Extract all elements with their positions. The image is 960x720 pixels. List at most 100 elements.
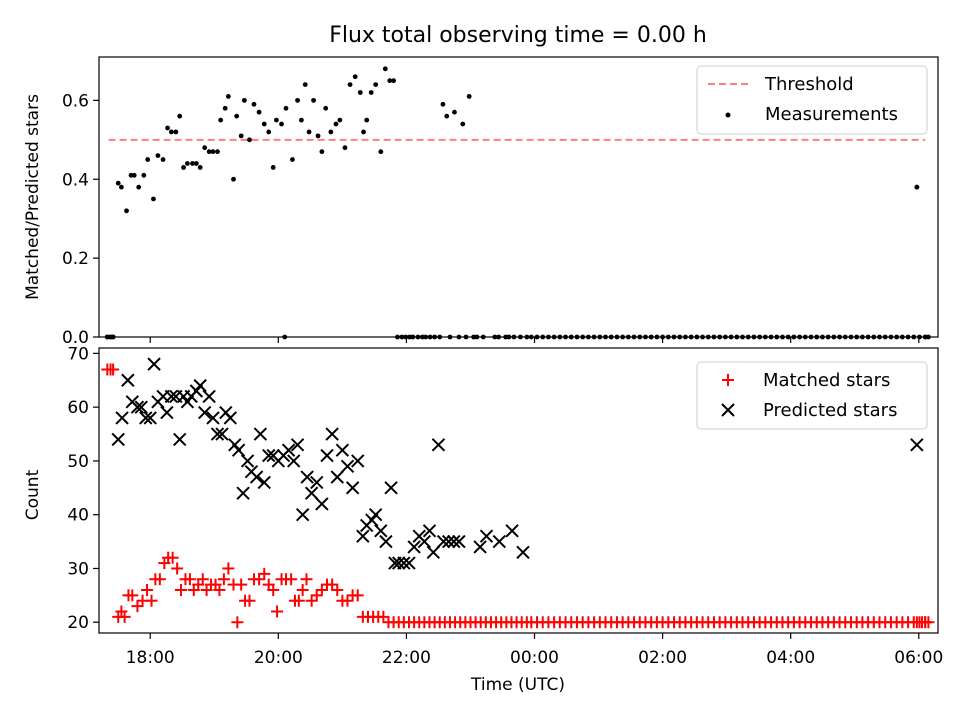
measurement-point [745, 334, 751, 340]
measurement-point [591, 334, 597, 340]
matched-star-point [213, 583, 226, 596]
measurement-point [802, 334, 808, 340]
predicted-legend-label: Predicted stars [763, 400, 897, 421]
top-y-tick-label: 0.0 [62, 328, 89, 348]
predicted-star-point [356, 529, 370, 543]
predicted-star-point [422, 524, 437, 538]
measurement-point [447, 334, 453, 340]
measurement-point [728, 334, 734, 340]
predicted-star-point [315, 497, 329, 511]
matched-star-point [253, 573, 266, 586]
measurement-point [266, 129, 272, 135]
measurement-point [814, 334, 820, 340]
predicted-star-point [160, 405, 174, 420]
predicted-star-point [351, 454, 365, 468]
measurement-point [352, 74, 358, 80]
predicted-star-point [320, 448, 334, 463]
measurement-point [399, 334, 405, 340]
bottom-x-tick-label: 00:00 [510, 648, 559, 668]
matched-star-point [183, 573, 196, 586]
measurement-point [608, 334, 614, 340]
measurement-point [225, 94, 231, 99]
measurement-point [241, 97, 247, 103]
predicted-star-point [223, 411, 238, 425]
measurement-point [238, 133, 244, 139]
measurement-point [190, 161, 195, 166]
predicted-star-point [210, 427, 225, 441]
predicted-star-point [262, 448, 276, 463]
matched-star-point [377, 610, 390, 623]
measurement-point [660, 334, 666, 340]
measurement-point [206, 149, 212, 155]
predicted-star-point [236, 486, 250, 500]
measurement-point [460, 121, 466, 127]
bottom-y-tick-label: 50 [67, 452, 89, 472]
measurement-point [328, 129, 334, 135]
bottom-x-tick-label: 02:00 [638, 648, 687, 668]
predicted-star-point [249, 470, 264, 484]
measurement-point [218, 117, 224, 123]
predicted-star-point [910, 438, 924, 452]
predicted-star-point [281, 443, 296, 457]
measurement-point [603, 334, 608, 340]
measurement-point [202, 145, 208, 151]
measurement-point [110, 334, 116, 340]
measurement-point [551, 334, 557, 340]
measurement-point [557, 334, 563, 340]
matched-star-point [131, 600, 144, 613]
measurement-point [440, 101, 446, 107]
top-legend: Threshold Measurements [696, 65, 928, 135]
matched-star-point [331, 583, 344, 596]
measurement-point [184, 161, 190, 166]
matched-star-point [217, 573, 230, 586]
matched-star-point [267, 583, 280, 596]
bottom-x-tick-label: 22:00 [382, 648, 431, 668]
bottom-x-ticks: 18:00 20:00 22:00 00:00 02:00 04:00 06:00 [126, 633, 943, 668]
predicted-star-point [286, 454, 301, 468]
figure-title: Flux total observing time = 0.00 h [329, 23, 707, 48]
measurement-point [831, 334, 837, 340]
measurement-point [432, 334, 437, 340]
measurement-point [466, 94, 472, 99]
measurement-point [717, 334, 723, 340]
measurement-point [283, 105, 289, 111]
predicted-star-point [121, 373, 135, 387]
predicted-star-point [257, 475, 271, 490]
measurement-point [506, 334, 512, 340]
measurement-point [160, 157, 166, 162]
bottom-y-axis-label: Count [23, 469, 43, 520]
predicted-star-point [253, 427, 268, 441]
measurement-point [762, 334, 768, 340]
bottom-y-tick-label: 20 [67, 613, 89, 633]
predicted-star-point [240, 454, 255, 468]
measurement-point [480, 334, 486, 340]
measurement-point [382, 66, 388, 72]
predicted-stars-series [111, 357, 924, 570]
predicted-star-point [397, 556, 411, 570]
measurement-point [373, 82, 379, 88]
measurement-point [215, 149, 220, 155]
measurement-point [585, 334, 591, 340]
measurement-point [534, 334, 540, 340]
measurement-point [222, 105, 228, 111]
predicted-star-point [426, 545, 441, 560]
measurement-point [302, 82, 308, 88]
predicted-star-point [473, 540, 487, 554]
measurement-point [403, 334, 409, 340]
top-y-tick-label: 0.2 [62, 249, 89, 269]
matched-legend-swatch [722, 374, 734, 386]
measurement-point [524, 334, 530, 340]
measurements-legend-swatch [725, 112, 731, 118]
top-legend-box [696, 65, 928, 135]
measurement-point [306, 129, 312, 135]
matched-star-point [107, 363, 120, 376]
measurement-point [279, 121, 284, 127]
predicted-star-point [193, 378, 207, 393]
measurement-point [774, 334, 780, 340]
measurement-point [780, 334, 785, 340]
matched-star-point [166, 551, 179, 564]
x-axis-label: Time (UTC) [470, 675, 565, 695]
measurement-point [734, 334, 740, 340]
measurement-point [894, 334, 900, 340]
measurements-legend-label: Measurements [765, 104, 898, 125]
